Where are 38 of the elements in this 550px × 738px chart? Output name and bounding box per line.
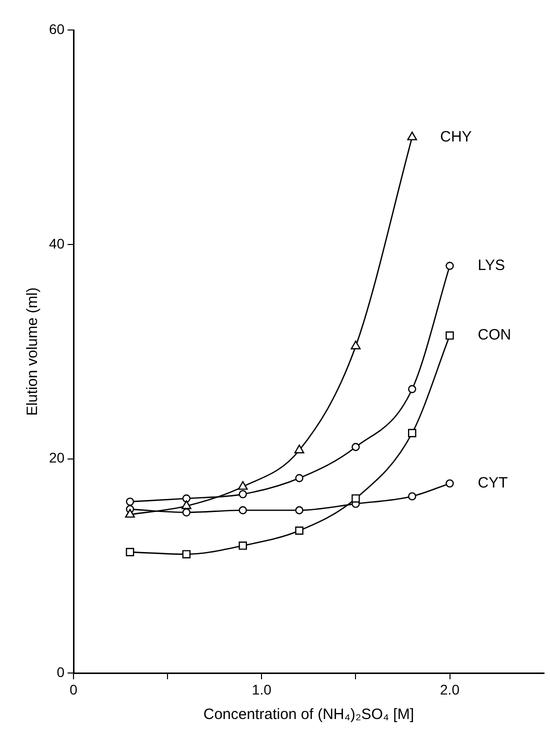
point — [446, 331, 454, 340]
y-tick-label: 20 — [48, 450, 65, 466]
point — [182, 550, 191, 558]
point — [352, 494, 360, 503]
x-tick-label: 0 — [70, 681, 78, 698]
y-axis-title: Elution volume (ml) — [24, 287, 42, 416]
x-tick-label: 1.0 — [252, 681, 272, 698]
y-tick-label: 60 — [48, 20, 65, 37]
point — [182, 494, 191, 503]
point — [352, 442, 360, 452]
point — [126, 498, 134, 506]
x-tick-label: 2.0 — [440, 681, 460, 698]
series-label: CYT — [478, 474, 508, 492]
point — [238, 481, 248, 490]
point — [408, 385, 416, 394]
point — [294, 444, 304, 454]
point — [238, 490, 247, 498]
point — [408, 492, 416, 500]
y-tick-label: 40 — [48, 235, 65, 252]
point — [408, 428, 416, 438]
point — [295, 474, 304, 482]
point — [181, 500, 192, 510]
y-tick-label: 0 — [56, 664, 65, 680]
point — [125, 508, 135, 518]
point — [182, 508, 191, 516]
point — [295, 506, 304, 514]
series-label: CHY — [440, 128, 472, 146]
point — [446, 479, 454, 488]
series-label: CON — [478, 326, 512, 344]
point — [446, 262, 454, 270]
series-label: LYS — [478, 256, 506, 274]
point — [238, 506, 247, 514]
point — [407, 132, 418, 140]
point — [350, 340, 361, 350]
point — [295, 526, 304, 535]
point — [126, 548, 134, 556]
x-axis-title: Concentration of (NH₄)₂SO₄ [M] — [203, 706, 414, 724]
point — [238, 541, 247, 550]
